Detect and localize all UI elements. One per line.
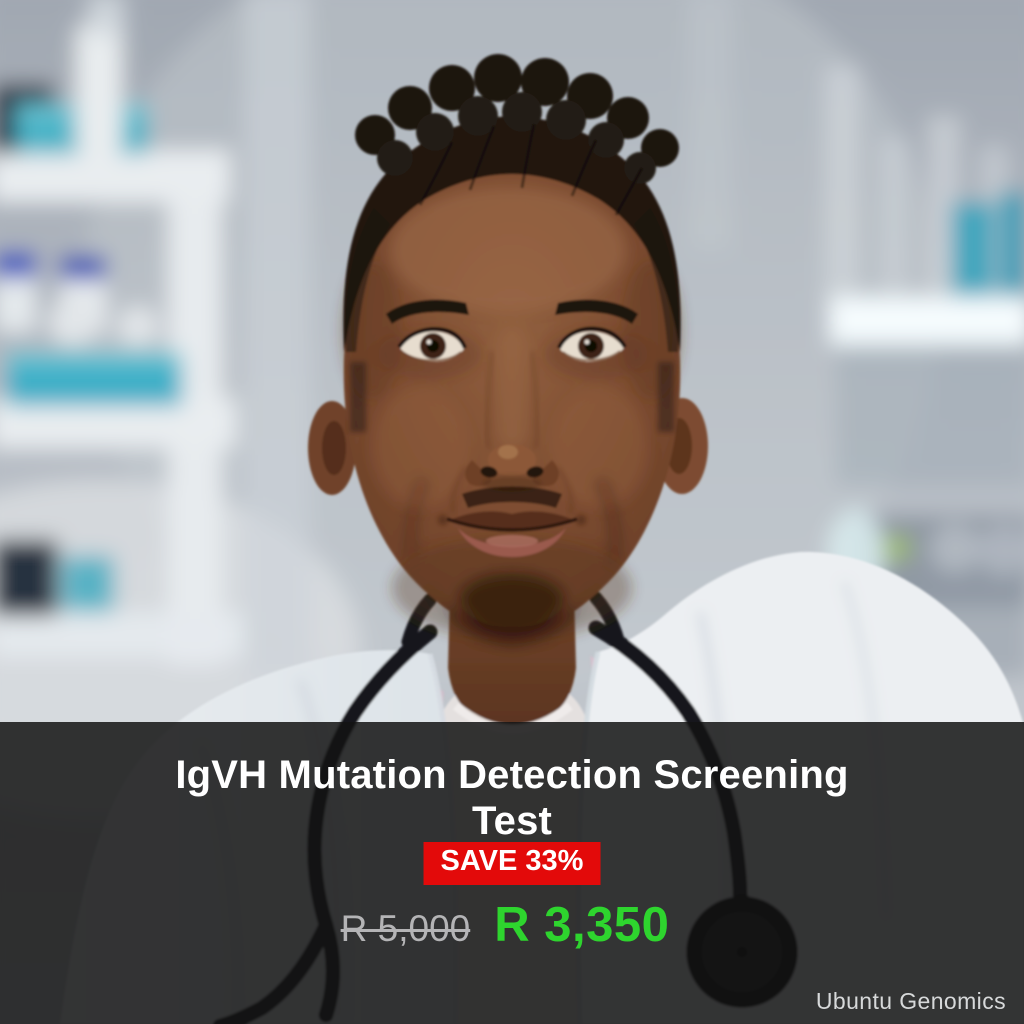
hair (343, 54, 681, 432)
left-eyebrow (386, 299, 469, 324)
glass-flask (825, 66, 859, 306)
product-title: IgVH Mutation Detection Screening Test (0, 752, 1024, 844)
right-eye (557, 326, 627, 362)
price-row: R 5,000 R 3,350 (0, 897, 1017, 953)
new-price: R 3,350 (494, 898, 670, 952)
left-lab-shelf (0, 0, 310, 680)
brand-name: Ubuntu Genomics (815, 988, 1006, 1014)
instrument-screen (884, 536, 910, 560)
teal-bottle (1000, 192, 1024, 306)
face (342, 54, 682, 644)
white-bottle (76, 24, 122, 154)
teal-bottle (952, 202, 994, 306)
product-title-line1: IgVH Mutation Detection Screening (175, 753, 849, 797)
right-eyebrow (555, 299, 638, 324)
navy-bottle (0, 540, 58, 616)
mouth (438, 511, 586, 557)
mustache (462, 486, 562, 508)
old-price: R 5,000 (340, 908, 471, 949)
left-eye (397, 327, 467, 362)
save-badge: SAVE 33% (423, 842, 601, 885)
blue-cap-bottle (0, 252, 36, 278)
product-title-line2: Test (471, 799, 553, 843)
chin-beard (405, 477, 621, 644)
blue-cap-bottle (60, 256, 106, 280)
